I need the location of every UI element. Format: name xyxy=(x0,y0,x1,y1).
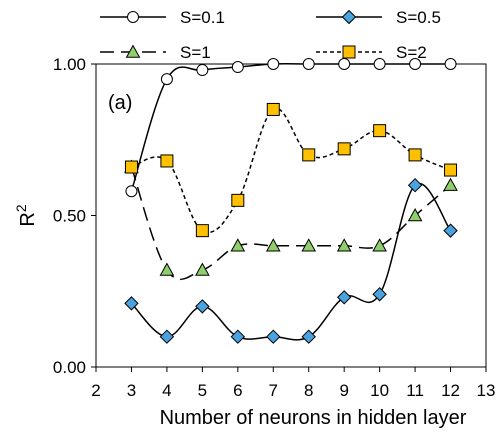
legend-entry: S=0.5 xyxy=(316,8,441,27)
x-tick-label: 3 xyxy=(127,381,136,400)
data-point xyxy=(231,61,244,74)
data-point xyxy=(125,185,138,198)
data-point xyxy=(301,329,316,344)
data-point xyxy=(444,163,458,177)
data-point xyxy=(336,238,352,252)
data-point xyxy=(266,329,281,344)
x-tick-label: 2 xyxy=(91,381,100,400)
legend-marker xyxy=(341,9,357,25)
data-point xyxy=(124,296,139,311)
data-point xyxy=(159,329,175,344)
x-tick-label: 9 xyxy=(339,381,348,400)
x-tick-label: 6 xyxy=(233,381,242,400)
y-tick-label: 1.00 xyxy=(53,55,86,74)
legend-label: S=1 xyxy=(180,43,211,62)
series-line xyxy=(130,182,452,341)
data-point xyxy=(407,207,423,222)
data-point xyxy=(160,154,174,168)
series-line xyxy=(131,107,451,234)
y-axis-label-sup: 2 xyxy=(13,204,29,212)
legend-marker xyxy=(127,11,139,23)
data-point xyxy=(195,224,209,238)
data-point xyxy=(443,223,458,238)
data-point xyxy=(195,262,210,276)
legend-label: S=0.5 xyxy=(396,8,441,27)
x-tick-label: 12 xyxy=(441,381,460,400)
x-tick-label: 11 xyxy=(406,381,424,400)
data-point xyxy=(338,58,351,70)
data-point xyxy=(160,73,173,86)
data-point xyxy=(231,193,245,207)
series-2 xyxy=(124,177,458,344)
data-point xyxy=(159,262,175,276)
data-point xyxy=(301,238,317,252)
legend-entry: S=0.1 xyxy=(100,8,225,27)
panel-label: (a) xyxy=(108,92,132,114)
x-tick-label: 8 xyxy=(304,381,313,400)
legend-marker xyxy=(342,45,356,59)
data-point xyxy=(373,124,387,138)
data-point xyxy=(195,299,210,314)
series-1 xyxy=(125,58,457,198)
legend-entry: S=1 xyxy=(100,43,211,62)
data-point xyxy=(372,238,387,252)
y-tick-label: 0.50 xyxy=(53,207,86,226)
series-4 xyxy=(124,102,458,238)
data-point xyxy=(302,148,316,162)
data-point xyxy=(196,64,209,77)
x-tick-label: 7 xyxy=(269,381,278,400)
data-point xyxy=(443,177,458,191)
legend-marker xyxy=(125,44,141,58)
y-tick-label: 0.00 xyxy=(53,358,86,377)
data-point xyxy=(372,287,387,302)
data-point xyxy=(408,148,422,162)
data-point xyxy=(373,58,386,70)
legend: S=0.1 S=0.5 S=1 S=2 xyxy=(100,8,441,62)
data-point xyxy=(409,58,422,70)
x-axis-label: Number of neurons in hidden layer xyxy=(160,407,467,429)
data-point xyxy=(230,238,246,252)
data-point xyxy=(444,58,457,70)
legend-label: S=0.1 xyxy=(180,8,225,27)
ticks: 2 3 4 5 6 7 8 9 10 11 12 13 0.00 0.50 1.00 xyxy=(53,55,496,400)
x-tick-label: 13 xyxy=(477,381,496,400)
series-line xyxy=(130,166,452,281)
data-point xyxy=(336,290,352,305)
data-point xyxy=(267,58,280,70)
data-point xyxy=(230,329,246,344)
series-3 xyxy=(124,159,458,281)
data-point xyxy=(337,142,351,156)
y-axis-label-main: R xyxy=(17,212,39,226)
series-layer xyxy=(124,58,458,344)
data-point xyxy=(407,177,423,193)
data-point xyxy=(265,238,281,252)
x-tick-label: 10 xyxy=(370,381,389,400)
data-point xyxy=(266,102,280,116)
x-tick-label: 4 xyxy=(162,381,171,400)
data-point xyxy=(302,58,315,70)
y-axis-label: R2 xyxy=(13,204,39,226)
x-tick-label: 5 xyxy=(198,381,207,400)
series-line xyxy=(130,63,451,192)
legend-label: S=2 xyxy=(396,43,427,62)
data-point xyxy=(124,160,138,174)
legend-entry: S=2 xyxy=(316,43,427,62)
